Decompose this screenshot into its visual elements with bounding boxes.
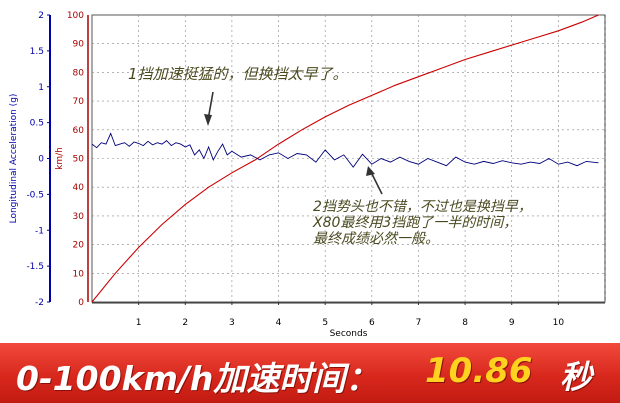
accel-series-line xyxy=(91,132,599,168)
accel-tick-label: -0.5 xyxy=(26,190,44,200)
annotation-second-gear-line: X80最终用3挡跑了一半的时间， xyxy=(312,215,517,231)
accel-axis-title: Longitudinal Acceleration (g) xyxy=(9,94,19,224)
x-tick-label: 10 xyxy=(553,318,565,328)
speed-series-line xyxy=(91,14,599,303)
speed-axis-title: km/h xyxy=(55,147,65,170)
accel-tick-label: -2 xyxy=(35,298,44,308)
x-axis-title: Seconds xyxy=(330,329,368,339)
speed-tick-label: 40 xyxy=(73,183,85,193)
annotation-second-arrow-head xyxy=(366,166,375,176)
x-tick-label: 1 xyxy=(136,318,142,328)
accel-tick-label: -1 xyxy=(35,226,44,236)
speed-tick-label: 100 xyxy=(67,11,84,21)
banner-time-unit: 秒 xyxy=(560,358,593,396)
accel-tick-label: 0.5 xyxy=(30,119,44,129)
annotation-second-arrow-shaft xyxy=(370,171,383,195)
series-layer xyxy=(91,14,599,303)
x-tick-label: 3 xyxy=(229,318,235,328)
accel-tick-label: 1 xyxy=(38,83,44,93)
x-tick-label: 6 xyxy=(369,318,375,328)
speed-tick-label: 10 xyxy=(73,269,85,279)
speed-tick-label: 90 xyxy=(73,40,85,50)
x-tick-label: 5 xyxy=(322,318,328,328)
annotation-layer: 1挡加速挺猛的，但换挡太早了。 2挡势头也不错，不过也是换挡早，X80最终用3挡跑… xyxy=(128,65,532,247)
banner-time-value: 10.86 xyxy=(425,351,533,391)
annotation-second-gear-line: 最终成绩必然一般。 xyxy=(313,231,439,247)
speed-tick-label: 50 xyxy=(73,155,85,165)
x-tick-label: 7 xyxy=(416,318,422,328)
grid-layer xyxy=(91,14,606,303)
speed-tick-label: 0 xyxy=(78,298,84,308)
annotation-first-gear: 1挡加速挺猛的，但换挡太早了。 xyxy=(128,65,348,83)
accel-tick-label: 1.5 xyxy=(30,47,44,57)
result-banner: 0-100km/h加速时间： 10.86 秒 xyxy=(0,340,620,403)
banner-title: 0-100km/h加速时间： xyxy=(16,359,379,398)
speed-tick-label: 60 xyxy=(73,126,85,136)
axis-layer: 1 2 3 4 5 6 7 8 9 100102030405060708090100-2-1.5-… xyxy=(9,11,605,339)
speed-tick-label: 20 xyxy=(73,241,85,251)
accel-tick-label: -1.5 xyxy=(26,262,44,272)
speed-tick-label: 80 xyxy=(73,68,85,78)
accel-tick-label: 2 xyxy=(38,11,44,21)
annotation-first-arrow-head xyxy=(204,114,212,126)
accel-tick-label: 0 xyxy=(38,155,44,165)
acceleration-chart: 1 2 3 4 5 6 7 8 9 100102030405060708090100-2-1.5-… xyxy=(9,11,606,339)
x-tick-label: 8 xyxy=(462,318,468,328)
speed-tick-label: 70 xyxy=(73,97,85,107)
x-tick-label: 9 xyxy=(509,318,515,328)
annotation-second-gear-line: 2挡势头也不错，不过也是换挡早， xyxy=(313,199,532,215)
speed-tick-label: 30 xyxy=(73,212,85,222)
x-tick-label: 2 xyxy=(182,318,188,328)
x-tick-label: 4 xyxy=(276,318,282,328)
